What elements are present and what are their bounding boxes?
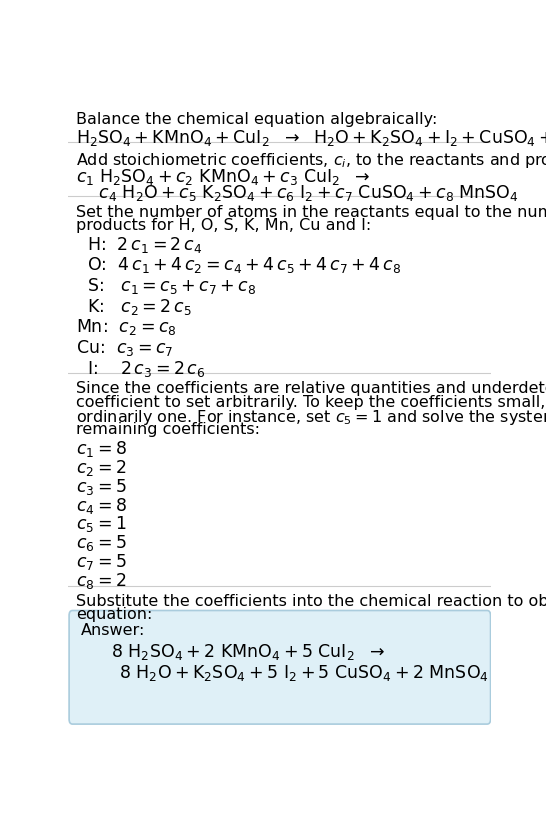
Text: remaining coefficients:: remaining coefficients:: [76, 422, 260, 437]
Text: Answer:: Answer:: [81, 623, 145, 638]
Text: $c_3 = 5$: $c_3 = 5$: [76, 477, 127, 497]
Text: Set the number of atoms in the reactants equal to the number of atoms in the: Set the number of atoms in the reactants…: [76, 205, 546, 220]
Text: ordinarily one. For instance, set $c_5 = 1$ and solve the system of equations fo: ordinarily one. For instance, set $c_5 =…: [76, 408, 546, 427]
Text: $c_2 = 2$: $c_2 = 2$: [76, 458, 126, 478]
Text: equation:: equation:: [76, 607, 152, 623]
Text: K:   $c_2 = 2\,c_5$: K: $c_2 = 2\,c_5$: [87, 297, 192, 317]
Text: $\mathregular{H_2SO_4 + KMnO_4 + CuI_2}$$\mathregular{\ \ \rightarrow\ \ }$$\mat: $\mathregular{H_2SO_4 + KMnO_4 + CuI_2}$…: [76, 128, 546, 148]
Text: $c_1\ \mathregular{H_2SO_4} + c_2\ \mathregular{KMnO_4} + c_3\ \mathregular{CuI_: $c_1\ \mathregular{H_2SO_4} + c_2\ \math…: [76, 167, 370, 187]
Text: $c_6 = 5$: $c_6 = 5$: [76, 533, 127, 553]
Text: O:  $4\,c_1 + 4\,c_2 = c_4 + 4\,c_5 + 4\,c_7 + 4\,c_8$: O: $4\,c_1 + 4\,c_2 = c_4 + 4\,c_5 + 4\,…: [87, 255, 401, 275]
Text: $\ \ \ \ c_4\ \mathregular{H_2O} + c_5\ \mathregular{K_2SO_4} + c_6\ \mathregula: $\ \ \ \ c_4\ \mathregular{H_2O} + c_5\ …: [76, 183, 519, 203]
Text: H:  $2\,c_1 = 2\,c_4$: H: $2\,c_1 = 2\,c_4$: [87, 235, 203, 254]
Text: $c_5 = 1$: $c_5 = 1$: [76, 514, 126, 535]
Text: Substitute the coefficients into the chemical reaction to obtain the balanced: Substitute the coefficients into the che…: [76, 593, 546, 609]
Text: coefficient to set arbitrarily. To keep the coefficients small, the arbitrary va: coefficient to set arbitrarily. To keep …: [76, 394, 546, 410]
Text: I:    $2\,c_3 = 2\,c_6$: I: $2\,c_3 = 2\,c_6$: [87, 359, 206, 379]
Text: $8\ \mathregular{H_2O} + \mathregular{K_2SO_4} + 5\ \mathregular{I_2} + 5\ \math: $8\ \mathregular{H_2O} + \mathregular{K_…: [119, 663, 489, 683]
Text: S:   $c_1 = c_5 + c_7 + c_8$: S: $c_1 = c_5 + c_7 + c_8$: [87, 276, 257, 296]
FancyBboxPatch shape: [69, 610, 490, 724]
Text: Cu:  $c_3 = c_7$: Cu: $c_3 = c_7$: [76, 338, 173, 358]
Text: Since the coefficients are relative quantities and underdetermined, choose a: Since the coefficients are relative quan…: [76, 381, 546, 396]
Text: products for H, O, S, K, Mn, Cu and I:: products for H, O, S, K, Mn, Cu and I:: [76, 218, 371, 233]
Text: Add stoichiometric coefficients, $c_i$, to the reactants and products:: Add stoichiometric coefficients, $c_i$, …: [76, 151, 546, 170]
Text: $8\ \mathregular{H_2SO_4} + 2\ \mathregular{KMnO_4} + 5\ \mathregular{CuI_2}$$\ : $8\ \mathregular{H_2SO_4} + 2\ \mathregu…: [110, 642, 384, 662]
Text: $c_8 = 2$: $c_8 = 2$: [76, 571, 126, 591]
Text: Balance the chemical equation algebraically:: Balance the chemical equation algebraica…: [76, 112, 437, 126]
Text: Mn:  $c_2 = c_8$: Mn: $c_2 = c_8$: [76, 317, 176, 337]
Text: $c_7 = 5$: $c_7 = 5$: [76, 552, 127, 572]
Text: $c_4 = 8$: $c_4 = 8$: [76, 496, 127, 516]
Text: $c_1 = 8$: $c_1 = 8$: [76, 439, 127, 459]
